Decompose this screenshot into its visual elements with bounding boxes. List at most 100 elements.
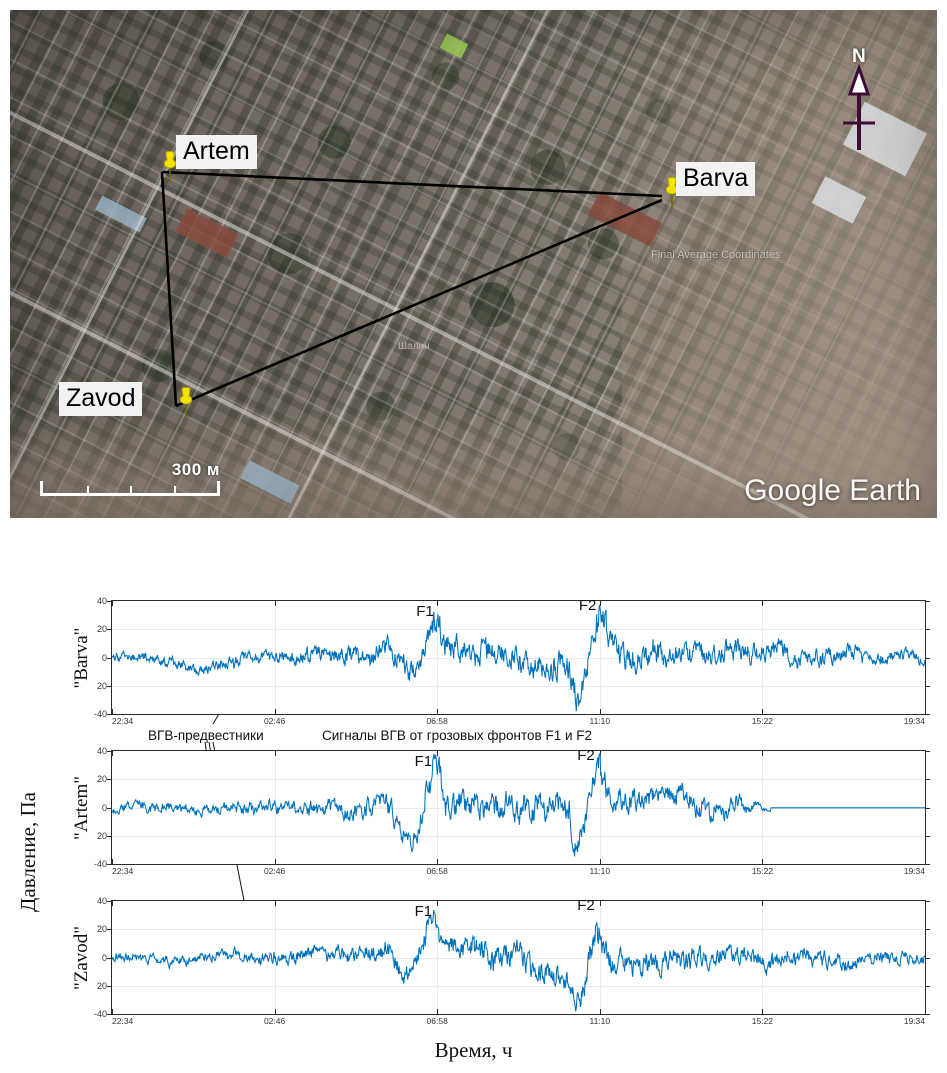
y-tick-label: 20 bbox=[96, 980, 107, 991]
compass-arrow bbox=[843, 63, 875, 150]
y-tick-label: 20 bbox=[96, 830, 107, 841]
x-tick bbox=[599, 1009, 601, 1014]
y-tick-label: 0 bbox=[101, 802, 107, 813]
y-tick bbox=[107, 807, 112, 809]
y-tick-label: -40 bbox=[93, 709, 107, 719]
x-tick bbox=[599, 901, 601, 906]
y-tick bbox=[107, 751, 112, 752]
y-tick bbox=[925, 1014, 930, 1015]
panel-zavod: "Zavod" 40 20 0 20 -40 22:34 02:46 06:58 11:10 15… bbox=[71, 896, 930, 1026]
x-tick bbox=[112, 859, 113, 864]
map-pin-artem[interactable] bbox=[162, 150, 178, 182]
y-tick bbox=[925, 985, 930, 987]
waveform-artem bbox=[112, 753, 925, 857]
y-tick-label: -40 bbox=[93, 1009, 107, 1019]
y-tick-label: 20 bbox=[96, 624, 107, 635]
map-pin-zavod[interactable] bbox=[178, 386, 194, 418]
annotation-precursors: ВГВ-предвестники bbox=[148, 728, 264, 743]
y-tick-label: 0 bbox=[101, 652, 107, 663]
map-label-zavod: Zavod bbox=[59, 382, 143, 416]
map-scale-bar: 300 м bbox=[40, 460, 220, 496]
x-tick bbox=[274, 859, 276, 864]
peak-label-f2: F2 bbox=[577, 897, 595, 915]
y-tick-label: 20 bbox=[96, 924, 107, 935]
map-label-artem: Artem bbox=[176, 135, 257, 169]
x-tick-label: 22:34 bbox=[112, 866, 134, 876]
scale-bar-text: 300 м bbox=[171, 460, 220, 479]
y-tick-label: 40 bbox=[96, 596, 107, 606]
x-tick bbox=[274, 1009, 276, 1014]
y-tick bbox=[107, 657, 112, 659]
gridline bbox=[112, 807, 925, 809]
x-tick bbox=[762, 709, 764, 714]
panel-label-zavod: "Zavod" bbox=[71, 925, 92, 990]
x-tick-label: 06:58 bbox=[426, 1016, 448, 1026]
y-tick bbox=[925, 629, 930, 631]
panel-barva: "Barva" 40 20 0 20 -40 22:34 02:46 06:58 11:10 15… bbox=[71, 596, 930, 726]
x-tick bbox=[274, 601, 276, 606]
x-tick bbox=[437, 601, 439, 606]
gridline-vertical bbox=[599, 751, 601, 864]
satellite-map-figure: Artem Barva Zavod Final Average Coordina… bbox=[10, 10, 937, 518]
gridline bbox=[112, 957, 925, 959]
y-tick bbox=[107, 957, 112, 959]
y-tick bbox=[107, 1014, 112, 1015]
map-pin-barva[interactable] bbox=[664, 176, 680, 208]
y-tick bbox=[925, 779, 930, 781]
x-tick bbox=[274, 901, 276, 906]
x-tick-label: 15:22 bbox=[751, 1016, 774, 1026]
x-tick bbox=[925, 901, 926, 906]
y-tick-label: -40 bbox=[93, 859, 107, 869]
x-tick bbox=[599, 709, 601, 714]
y-tick-label: 20 bbox=[96, 680, 107, 691]
final-average-coordinates-note: Final Average Coordinates bbox=[651, 249, 781, 261]
y-tick bbox=[925, 957, 930, 959]
x-tick bbox=[112, 601, 113, 606]
y-tick bbox=[107, 714, 112, 715]
y-tick-label: 40 bbox=[96, 746, 107, 756]
y-tick bbox=[925, 714, 930, 715]
gridline bbox=[112, 685, 925, 687]
y-tick bbox=[925, 901, 930, 902]
y-tick bbox=[107, 779, 112, 781]
panel-artem: "Artem" 40 20 0 20 -40 22:34 02:46 06:58 11:10 15… bbox=[71, 746, 930, 876]
x-tick bbox=[762, 601, 764, 606]
gridline bbox=[112, 985, 925, 987]
x-tick bbox=[925, 859, 926, 864]
y-tick bbox=[107, 929, 112, 931]
x-tick-label: 11:10 bbox=[589, 1016, 611, 1026]
google-earth-watermark: Google Earth bbox=[744, 474, 921, 507]
y-tick bbox=[107, 864, 112, 865]
peak-label-f1: F1 bbox=[416, 603, 434, 621]
x-tick bbox=[925, 751, 926, 756]
x-tick-label: 15:22 bbox=[751, 716, 774, 726]
x-tick bbox=[112, 901, 113, 906]
x-tick bbox=[762, 1009, 764, 1014]
x-tick-label: 11:10 bbox=[589, 716, 611, 726]
x-tick bbox=[274, 751, 276, 756]
x-tick bbox=[274, 709, 276, 714]
gridline bbox=[112, 657, 925, 659]
y-tick bbox=[107, 685, 112, 687]
waveform-chart-figure: Давление, Па Время, ч ВГВ-предвестники С… bbox=[0, 560, 947, 1073]
gridline-vertical bbox=[437, 601, 439, 714]
x-tick bbox=[762, 901, 764, 906]
x-tick-label: 19:34 bbox=[903, 716, 925, 726]
x-tick bbox=[925, 1009, 926, 1014]
waveform-barva bbox=[112, 603, 925, 712]
gridline bbox=[112, 835, 925, 837]
x-tick bbox=[112, 709, 113, 714]
gridline-vertical bbox=[274, 751, 276, 864]
gridline-vertical bbox=[437, 901, 439, 1014]
panel-label-barva: "Barva" bbox=[71, 627, 92, 688]
gridline-vertical bbox=[762, 751, 764, 864]
x-tick-label: 22:34 bbox=[112, 1016, 134, 1026]
dry-terrain-bottom bbox=[10, 406, 937, 518]
y-tick-label: 0 bbox=[101, 952, 107, 963]
waveform-zavod bbox=[112, 909, 925, 1012]
gridline-vertical bbox=[599, 901, 601, 1014]
x-tick bbox=[599, 859, 601, 864]
y-tick bbox=[107, 985, 112, 987]
x-tick bbox=[762, 751, 764, 756]
y-tick bbox=[925, 685, 930, 687]
